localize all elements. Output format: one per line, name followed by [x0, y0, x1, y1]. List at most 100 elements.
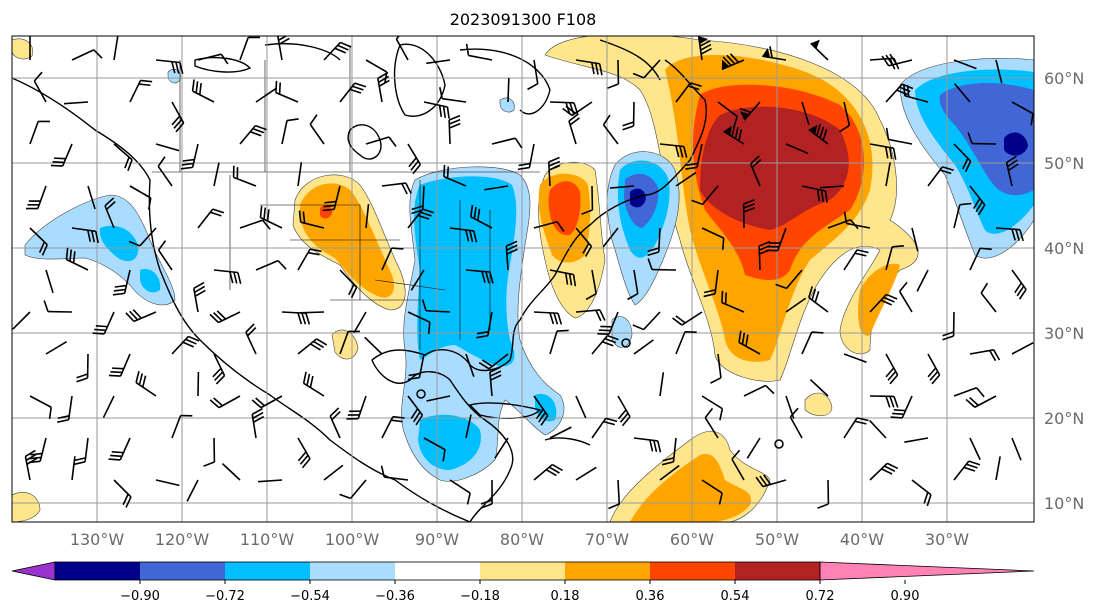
- wind-barb: [953, 202, 972, 229]
- wind-barb: [449, 479, 471, 505]
- wind-barb: [50, 143, 73, 167]
- warm-anomaly-caribbean: [12, 38, 833, 522]
- wind-barb: [507, 77, 510, 103]
- wind-barb: [731, 449, 745, 481]
- wind-barb: [323, 41, 352, 61]
- wind-barb: [71, 49, 103, 61]
- wind-barb: [869, 462, 899, 481]
- wind-barb: [73, 437, 89, 466]
- wind-barb: [426, 395, 451, 402]
- wind-barb: [108, 437, 131, 461]
- wind-barb: [927, 353, 941, 385]
- wind-barb: [129, 79, 153, 103]
- wind-barb: [186, 479, 199, 502]
- wind-barb: [547, 156, 561, 187]
- wind-barb: [575, 395, 587, 419]
- wind-barb: [203, 437, 216, 467]
- wind-barb: [881, 53, 913, 67]
- wind-barb: [675, 330, 697, 355]
- wind-barb: [721, 290, 745, 313]
- longitude-labels: 130°W 120°W 110°W 100°W 90°W 80°W 70°W 60°W 50°W…: [70, 530, 969, 549]
- wind-barb: [239, 36, 260, 61]
- wind-barb: [581, 185, 594, 215]
- colorbar-tick-label: 0.72: [806, 589, 835, 604]
- wind-barb: [465, 43, 493, 61]
- wind-barb: [953, 460, 981, 481]
- wind-barb: [353, 311, 367, 334]
- latitude-labels: 60°N 50°N 40°N 30°N 20°N 10°N: [1044, 69, 1084, 513]
- wind-barb: [209, 310, 241, 324]
- wind-barb: [965, 395, 997, 408]
- map-title: 2023091300 F108: [450, 10, 597, 29]
- wind-barb: [701, 395, 724, 421]
- wind-barb: [155, 59, 184, 75]
- wind-barb: [969, 349, 1001, 362]
- longitude-label: 100°W: [325, 530, 380, 549]
- wind-barb: [108, 353, 131, 377]
- wind-barb: [251, 395, 283, 409]
- wind-barb: [377, 71, 390, 103]
- wind-barb: [607, 59, 620, 89]
- cold-anomaly-western-atlantic: [606, 151, 680, 348]
- wind-barb: [365, 204, 370, 229]
- wind-barb: [739, 101, 761, 121]
- wind-barb: [1005, 155, 1019, 187]
- wind-barb: [527, 59, 539, 91]
- wind-barb: [602, 227, 619, 248]
- latitude-label: 40°N: [1044, 239, 1084, 258]
- wind-barb: [380, 465, 409, 481]
- wind-barb: [632, 59, 661, 79]
- wind-barb: [26, 185, 47, 210]
- wind-barb: [197, 53, 229, 65]
- wind-barb: [995, 227, 1024, 242]
- wind-barb: [843, 417, 869, 439]
- wind-barb: [659, 464, 680, 481]
- longitude-label: 110°W: [240, 530, 295, 549]
- wind-barb: [112, 269, 131, 296]
- wind-barb: [995, 456, 1001, 481]
- wind-barb: [71, 456, 76, 481]
- wind-barb: [76, 353, 89, 383]
- longitude-label: 70°W: [585, 530, 629, 549]
- wind-barb: [29, 227, 48, 256]
- wind-barb: [302, 371, 325, 397]
- wind-barb: [298, 210, 325, 229]
- cold-anomaly-pacific: [24, 68, 515, 306]
- wind-barb: [470, 205, 493, 229]
- wind-barb: [597, 311, 619, 336]
- wind-barb: [297, 248, 322, 271]
- longitude-label: 130°W: [70, 530, 125, 549]
- longitude-label: 60°W: [670, 530, 714, 549]
- wind-barb: [575, 466, 597, 481]
- wind-barb: [33, 71, 47, 103]
- wind-barb: [743, 384, 775, 397]
- wind-barb: [746, 437, 761, 459]
- wind-barb: [251, 407, 265, 439]
- wind-barb: [691, 185, 719, 206]
- colorbar-tick-label: 0.36: [636, 589, 665, 604]
- wind-barb: [258, 479, 283, 483]
- wind-barb: [721, 53, 745, 71]
- wind-barb: [885, 245, 904, 271]
- wind-barb: [704, 407, 719, 439]
- wind-barb: [627, 269, 639, 301]
- colorbar-swatch: [310, 562, 395, 580]
- wind-barb: [329, 407, 341, 439]
- wind-barb: [575, 59, 603, 76]
- wind-barb: [1011, 101, 1034, 126]
- colorbar-swatch: [650, 562, 735, 580]
- wind-barb: [810, 39, 829, 61]
- map-frame: [11, 35, 1035, 523]
- wind-barb: [659, 143, 688, 159]
- wind-barb: [675, 171, 697, 187]
- wind-barb: [969, 247, 992, 271]
- wind-barb: [585, 269, 597, 301]
- wind-barb: [255, 259, 287, 271]
- wind-barb: [339, 479, 367, 500]
- wind-barb: [381, 182, 412, 195]
- latitude-label: 10°N: [1044, 494, 1084, 513]
- wind-barb: [591, 334, 619, 355]
- colorbar-tick-label: −0.72: [205, 589, 245, 604]
- colorbar-swatch: [140, 562, 225, 580]
